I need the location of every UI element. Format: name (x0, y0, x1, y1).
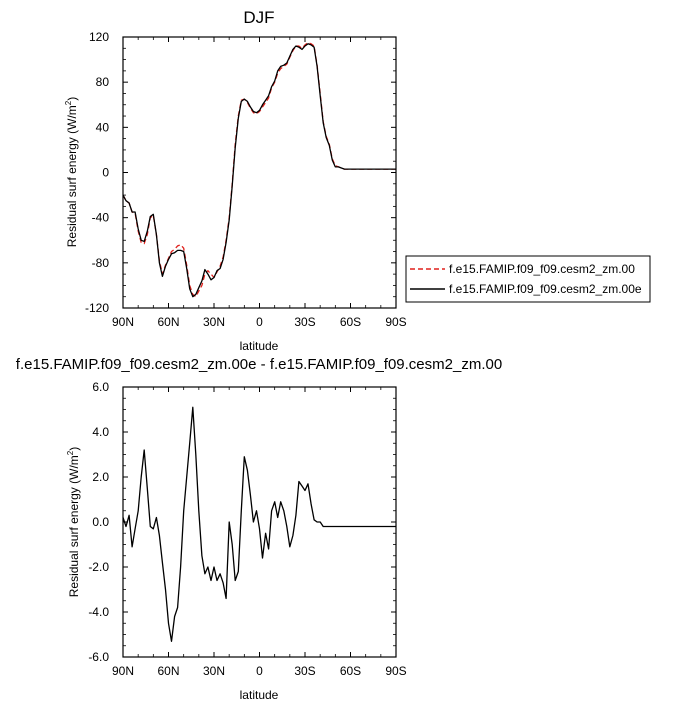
bottom-plot-frame (122, 386, 397, 658)
top-x-tick-label: 90N (112, 315, 134, 329)
bottom-y-tick-label: 4.0 (92, 425, 109, 439)
bottom-x-axis-label: latitude (240, 688, 279, 702)
bottom-y-tick-label: -4.0 (88, 605, 109, 619)
bottom-y-tick-label: -6.0 (88, 650, 109, 664)
top-series-line-2 (122, 43, 396, 298)
top-x-tick-label: 30S (294, 315, 315, 329)
bottom-x-tick-label: 90S (385, 664, 406, 678)
top-y-axis-label: Residual surf energy (W/m2) (64, 97, 79, 248)
top-x-tick-label: 60N (157, 315, 179, 329)
legend-label-series-1: f.e15.FAMIP.f09_f09.cesm2_zm.00 (449, 262, 635, 276)
top-x-tick-label: 60S (340, 315, 361, 329)
bottom-series-line-1 (122, 406, 396, 642)
top-y-tick-label: -80 (92, 256, 110, 270)
top-line-chart: DJF 90N 60N 30N 0 30S 60S 90S -120 -80 -40 0 40 80 12… (64, 8, 651, 353)
bottom-x-tick-label: 60S (340, 664, 361, 678)
top-plot-frame (122, 36, 397, 309)
bottom-x-tick-label: 30S (294, 664, 315, 678)
top-y-tick-label: 0 (102, 166, 109, 180)
bottom-y-axis-label: Residual surf energy (W/m2) (66, 447, 81, 598)
legend: f.e15.FAMIP.f09_f09.cesm2_zm.00 f.e15.FA… (405, 255, 651, 303)
top-y-tick-label: -40 (92, 211, 110, 225)
top-x-tick-label: 90S (385, 315, 406, 329)
bottom-difference-chart: f.e15.FAMIP.f09_f09.cesm2_zm.00e - f.e15… (16, 356, 502, 702)
bottom-y-tick-label: -2.0 (88, 560, 109, 574)
bottom-chart-title: f.e15.FAMIP.f09_f09.cesm2_zm.00e - f.e15… (16, 356, 502, 373)
legend-box (405, 255, 651, 303)
top-y-tick-label: 80 (96, 75, 110, 89)
bottom-x-tick-label: 60N (157, 664, 179, 678)
top-y-tick-label: -120 (85, 301, 109, 315)
top-x-tick-label: 30N (203, 315, 225, 329)
top-chart-title: DJF (243, 8, 274, 27)
bottom-y-tick-label: 2.0 (92, 470, 109, 484)
top-y-tick-label: 120 (89, 30, 109, 44)
bottom-x-tick-label: 30N (203, 664, 225, 678)
top-x-axis-label: latitude (240, 339, 279, 353)
bottom-y-tick-label: 0.0 (92, 515, 109, 529)
legend-label-series-2: f.e15.FAMIP.f09_f09.cesm2_zm.00e (449, 282, 642, 296)
top-x-tick-label: 0 (256, 315, 263, 329)
bottom-y-tick-label: 6.0 (92, 380, 109, 394)
bottom-x-tick-label: 90N (112, 664, 134, 678)
top-y-tick-label: 40 (96, 120, 110, 134)
bottom-x-tick-label: 0 (256, 664, 263, 678)
